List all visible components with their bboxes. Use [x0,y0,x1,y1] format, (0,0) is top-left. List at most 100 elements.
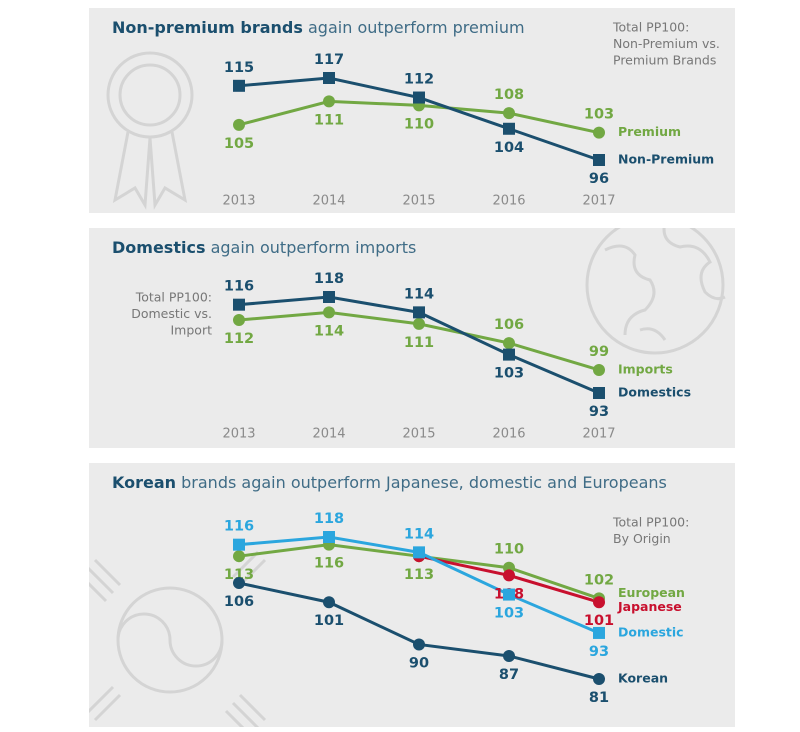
value-label: 116 [314,556,344,572]
marker [413,317,425,330]
x-tick-label: 2013 [222,194,255,209]
value-label: 117 [314,52,344,68]
value-label: 105 [224,136,254,152]
legend-label: Imports [618,361,673,376]
panel [89,228,735,448]
note: By Origin [613,531,671,546]
legend-label: Korean [618,671,668,686]
marker [233,298,245,311]
value-label: 112 [404,72,434,88]
x-tick-label: 2016 [492,194,525,209]
value-label: 87 [499,667,519,683]
marker [503,348,515,361]
value-label: 96 [589,171,609,187]
value-label: 102 [584,572,614,588]
note: Premium Brands [613,53,716,68]
marker [413,546,425,559]
panel-title: Domestics again outperform imports [112,238,416,257]
value-label: 103 [584,107,614,123]
legend-label: Domestics [618,385,691,400]
marker [323,306,335,319]
value-label: 110 [494,542,524,558]
value-label: 114 [314,323,344,339]
value-label: 104 [494,140,524,156]
legend-label: Non-Premium [618,152,714,167]
marker [503,588,515,601]
marker [593,596,605,609]
marker [413,91,425,104]
x-tick-label: 2015 [402,427,435,442]
marker [323,531,335,543]
x-tick-label: 2017 [582,194,615,209]
marker [233,314,245,327]
value-label: 112 [224,331,254,347]
title-text: brands again outperform Japanese, domest… [181,473,667,492]
marker [233,118,245,131]
panel-title: Non-premium brands again outperform prem… [112,18,525,37]
title-emphasis: Non-premium brands [112,18,303,37]
globe-icon [585,228,726,355]
x-tick-label: 2014 [312,194,345,209]
note: Import [171,323,213,338]
marker [593,363,605,376]
title-text: again outperform imports [211,238,417,257]
marker [233,550,245,563]
value-label: 81 [589,690,609,706]
marker [503,649,515,662]
legend-label: Domestic [618,624,684,639]
badge-icon [106,51,194,210]
value-label: 114 [404,286,434,302]
flag-icon [89,550,267,727]
marker [503,569,515,582]
marker [323,291,335,303]
marker [323,72,335,84]
value-label: 115 [224,60,254,76]
title-emphasis: Korean [112,473,176,492]
marker [323,596,335,609]
marker [503,337,515,350]
value-label: 116 [224,279,254,295]
note: Domestic vs. [131,306,212,321]
marker [593,626,605,639]
marker [593,673,605,685]
value-label: 99 [589,344,609,360]
note: Total PP100: [135,290,212,305]
legend-label: European [618,585,685,600]
marker [503,122,515,135]
marker [323,95,335,108]
note: Total PP100: [612,20,689,35]
value-label: 101 [314,613,344,629]
value-label: 111 [404,335,434,351]
title-emphasis: Domestics [112,238,205,257]
x-tick-label: 2017 [582,427,615,442]
value-label: 101 [584,613,614,629]
value-label: 103 [494,366,524,382]
x-tick-label: 2013 [222,427,255,442]
marker [503,107,515,120]
value-label: 118 [314,511,344,527]
x-tick-label: 2014 [312,427,345,442]
marker [593,387,605,399]
value-label: 106 [224,594,254,610]
panel [89,8,735,213]
value-label: 106 [494,317,524,333]
legend-label: Premium [618,124,681,139]
marker [413,638,425,651]
value-label: 113 [224,567,254,583]
marker [593,154,605,166]
value-label: 113 [404,567,434,583]
title-text: again outperform premium [308,18,525,37]
marker [233,79,245,92]
value-label: 114 [404,526,434,542]
value-label: 111 [314,112,344,128]
value-label: 93 [589,404,609,420]
value-label: 90 [409,655,429,671]
marker [233,538,245,551]
note: Non-Premium vs. [613,36,720,51]
marker [593,126,605,139]
panel-title: Korean brands again outperform Japanese,… [112,473,667,492]
value-label: 110 [404,116,434,132]
value-label: 118 [314,271,344,287]
marker [233,577,245,590]
value-label: 108 [494,87,524,103]
